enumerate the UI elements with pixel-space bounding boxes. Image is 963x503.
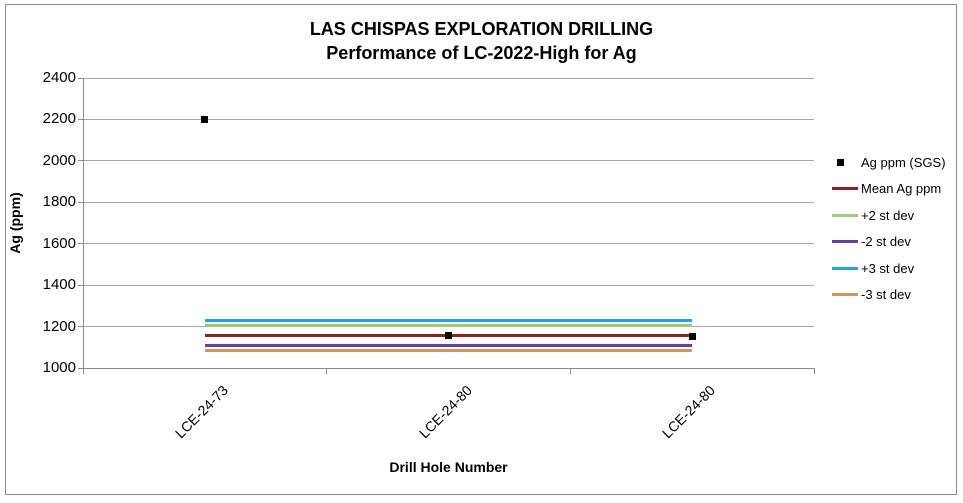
- legend-item: Mean Ag ppm: [832, 176, 946, 203]
- legend-label: +2 st dev: [861, 207, 915, 223]
- y-tick-mark: [78, 201, 83, 203]
- y-tick-label: 1800: [42, 193, 76, 211]
- y-tick-mark: [78, 367, 83, 369]
- gridline: [83, 77, 814, 79]
- gridline: [83, 118, 814, 120]
- chart-title-block: LAS CHISPAS EXPLORATION DRILLING Perform…: [5, 17, 958, 65]
- legend-swatch-shape: [837, 158, 844, 166]
- chart-frame: [5, 4, 957, 495]
- legend-square-marker-icon: [832, 158, 858, 166]
- gridline: [83, 243, 814, 245]
- y-tick-label: 2000: [42, 151, 76, 169]
- legend-line-swatch-icon: [832, 240, 858, 244]
- y-tick-label: 2200: [42, 110, 76, 128]
- x-axis-line: [83, 368, 814, 369]
- legend-line-swatch-icon: [832, 213, 858, 217]
- legend-line-swatch-icon: [832, 187, 858, 191]
- legend-swatch-shape: [832, 293, 858, 297]
- x-tick-mark: [326, 368, 328, 374]
- legend-swatch-shape: [832, 266, 858, 270]
- gridline: [83, 160, 814, 162]
- data-point-marker: [201, 115, 209, 123]
- legend-item: -2 st dev: [832, 229, 946, 256]
- series-line--3-st-dev: [204, 349, 693, 353]
- chart-subtitle: Performance of LC-2022-High for Ag: [326, 43, 637, 63]
- y-tick-label: 1600: [42, 234, 76, 252]
- legend-label: -2 st dev: [861, 234, 911, 250]
- y-tick-label: 2400: [42, 69, 76, 86]
- legend-swatch-shape: [832, 187, 858, 191]
- y-tick-mark: [78, 160, 83, 162]
- data-point-marker: [445, 331, 452, 339]
- y-tick-mark: [78, 243, 83, 245]
- series-line-+3-st-dev: [204, 318, 693, 322]
- legend: Ag ppm (SGS) Mean Ag ppm +2 st dev -2 st de…: [832, 149, 946, 308]
- legend-label: +3 st dev: [861, 260, 915, 276]
- legend-line-swatch-icon: [832, 266, 858, 270]
- legend-item: -3 st dev: [832, 282, 946, 309]
- gridline: [83, 284, 814, 286]
- legend-label: Ag ppm (SGS): [861, 154, 946, 170]
- legend-label: Mean Ag ppm: [861, 181, 942, 197]
- x-axis-title: Drill Hole Number: [389, 459, 508, 475]
- legend-swatch-shape: [832, 240, 858, 244]
- y-tick-mark: [78, 118, 83, 120]
- legend-item: Ag ppm (SGS): [832, 149, 946, 176]
- x-tick-mark: [82, 368, 84, 374]
- legend-label: -3 st dev: [861, 287, 911, 303]
- y-tick-label: 1200: [42, 317, 76, 335]
- series-line--2-st-dev: [204, 344, 693, 348]
- x-tick-mark: [813, 368, 815, 374]
- x-tick-mark: [569, 368, 571, 374]
- y-axis-line: [83, 78, 84, 368]
- y-tick-label: 1400: [42, 276, 76, 294]
- y-tick-label: 1000: [42, 359, 76, 376]
- y-axis-title: Ag (ppm): [7, 192, 23, 254]
- legend-item: +2 st dev: [832, 202, 946, 229]
- gridline: [83, 201, 814, 203]
- series-line-+2-st-dev: [204, 323, 693, 327]
- y-tick-mark: [78, 284, 83, 286]
- y-tick-mark: [78, 77, 83, 79]
- chart-title: LAS CHISPAS EXPLORATION DRILLING: [309, 19, 654, 39]
- legend-swatch-shape: [832, 213, 858, 217]
- data-point-marker: [688, 333, 696, 341]
- y-tick-mark: [78, 326, 83, 328]
- legend-line-swatch-icon: [832, 293, 858, 297]
- legend-item: +3 st dev: [832, 255, 946, 282]
